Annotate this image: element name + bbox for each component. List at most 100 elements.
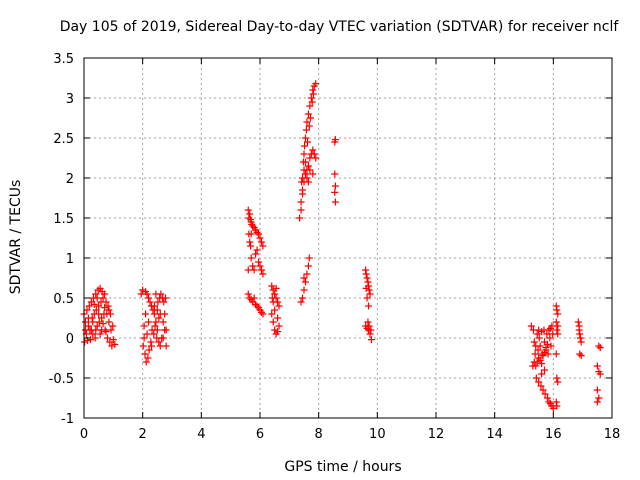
data-point: [98, 326, 106, 334]
data-point: [309, 90, 317, 98]
data-point: [141, 350, 149, 358]
data-point: [309, 170, 317, 178]
data-point: [363, 274, 371, 282]
data-point: [159, 318, 167, 326]
grid-lines: [84, 58, 612, 418]
data-point: [300, 150, 308, 158]
data-point: [105, 318, 113, 326]
x-tick-label: 8: [315, 427, 323, 442]
data-point: [103, 334, 111, 342]
data-point: [363, 294, 371, 302]
y-tick-label: 0.5: [53, 292, 74, 307]
data-point: [102, 298, 110, 306]
y-tick-label: 1.5: [53, 212, 74, 227]
data-point: [96, 330, 104, 338]
data-point: [553, 306, 561, 314]
data-point: [253, 246, 261, 254]
y-tick-label: 2: [66, 172, 74, 187]
data-point: [143, 330, 151, 338]
data-point: [271, 290, 279, 298]
data-point: [541, 348, 549, 356]
data-point: [151, 322, 159, 330]
data-point: [545, 398, 553, 406]
data-point: [546, 334, 554, 342]
data-point: [367, 336, 375, 344]
data-point: [308, 98, 316, 106]
data-point: [303, 118, 311, 126]
data-point: [554, 378, 562, 386]
data-point: [553, 402, 561, 410]
data-point: [256, 262, 264, 270]
data-point: [593, 362, 601, 370]
data-point: [92, 290, 100, 298]
data-point: [249, 222, 257, 230]
data-point: [331, 188, 339, 196]
data-point: [87, 326, 95, 334]
data-point: [309, 146, 317, 154]
data-point: [146, 298, 154, 306]
data-point: [301, 158, 309, 166]
data-point: [143, 290, 151, 298]
data-point: [538, 360, 546, 368]
x-tick-label: 2: [139, 427, 147, 442]
data-point: [274, 314, 282, 322]
data-point: [250, 294, 258, 302]
data-point: [532, 362, 540, 370]
data-point: [300, 286, 308, 294]
data-point: [301, 278, 309, 286]
data-point: [593, 398, 601, 406]
data-point: [365, 302, 373, 310]
data-point: [249, 262, 257, 270]
data-point: [302, 126, 310, 134]
data-point: [300, 274, 308, 282]
data-point: [152, 318, 160, 326]
data-point: [84, 314, 92, 322]
data-point: [552, 350, 560, 358]
data-point: [145, 294, 153, 302]
data-point: [305, 254, 313, 262]
data-point: [301, 134, 309, 142]
data-point: [366, 290, 374, 298]
data-point: [95, 302, 103, 310]
data-point: [596, 344, 604, 352]
data-point: [161, 326, 169, 334]
x-tick-label: 0: [80, 427, 88, 442]
data-point: [548, 322, 556, 330]
x-tick-label: 10: [369, 427, 386, 442]
y-tick-label: 3: [66, 92, 74, 107]
data-point: [312, 80, 320, 88]
data-point: [95, 318, 103, 326]
data-point: [244, 266, 252, 274]
data-point: [553, 374, 561, 382]
plot-frame: [83, 57, 613, 419]
data-point: [162, 342, 170, 350]
data-point: [160, 298, 168, 306]
data-point: [85, 302, 93, 310]
data-point: [155, 314, 163, 322]
data-point: [246, 210, 254, 218]
data-point: [303, 270, 311, 278]
data-point: [576, 334, 584, 342]
data-point: [303, 174, 311, 182]
data-point: [310, 150, 318, 158]
data-point: [81, 318, 89, 326]
data-point: [92, 306, 100, 314]
data-point: [93, 322, 101, 330]
data-point: [574, 318, 582, 326]
data-point: [140, 322, 148, 330]
data-point: [255, 230, 263, 238]
data-point: [109, 322, 117, 330]
data-point: [530, 338, 538, 346]
data-point: [575, 322, 583, 330]
axis-ticks: 0 2 4 6 8 10 12 14 16 18 -1 -0.5 0 0.5 1 1.5 2 2.5 3 3.5: [49, 52, 621, 442]
data-point: [252, 250, 260, 258]
data-point: [145, 318, 153, 326]
data-point: [145, 346, 153, 354]
data-point: [150, 302, 158, 310]
data-point: [312, 154, 320, 162]
data-point: [244, 290, 252, 298]
data-point: [275, 302, 283, 310]
data-point: [532, 374, 540, 382]
y-tick-label: 1: [66, 252, 74, 267]
